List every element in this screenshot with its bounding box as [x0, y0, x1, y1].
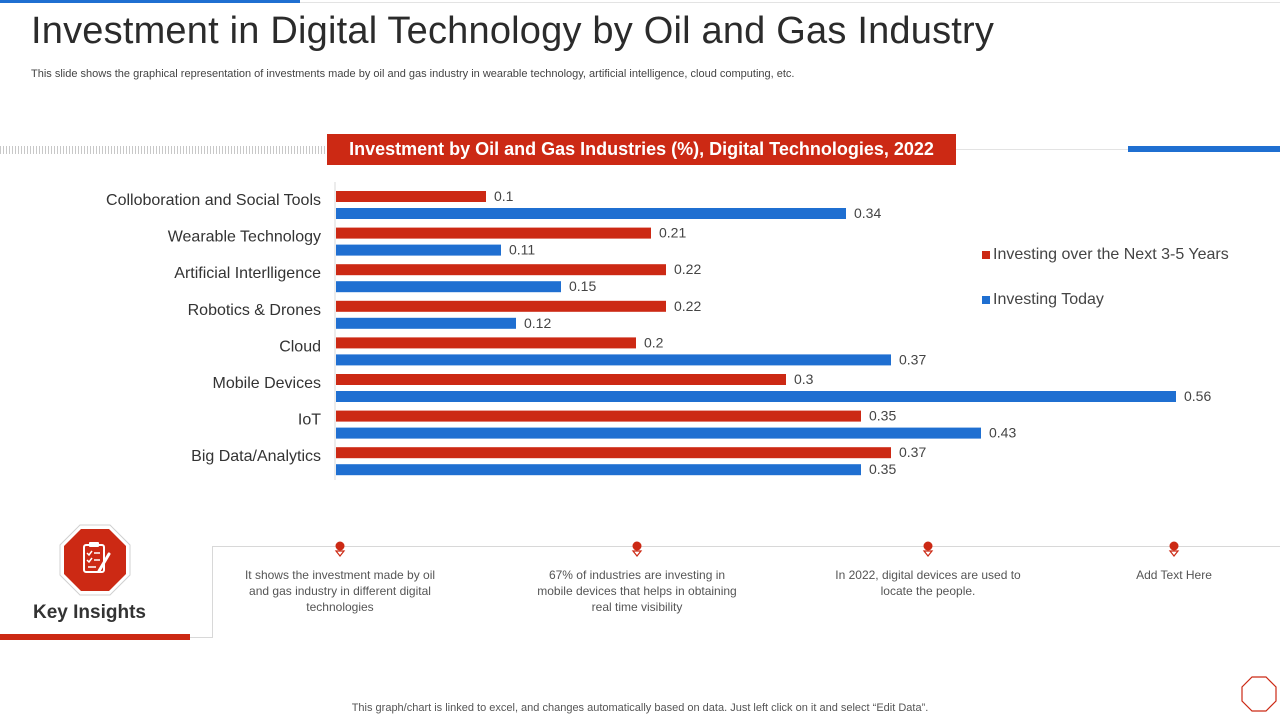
category-label: Colloboration and Social Tools	[106, 192, 321, 209]
bar-today[interactable]	[336, 208, 846, 219]
data-label: 0.22	[674, 298, 701, 314]
insights-frame-top	[212, 546, 1280, 547]
bar-next-years[interactable]	[336, 410, 861, 422]
category-label: IoT	[298, 412, 321, 429]
data-label: 0.3	[794, 371, 814, 387]
bar-next-years[interactable]	[336, 191, 486, 202]
category-label: Mobile Devices	[213, 375, 321, 392]
category-label: Artificial Interlligence	[174, 265, 321, 282]
insights-frame-left	[212, 546, 213, 638]
data-label: 0.37	[899, 444, 926, 460]
map-pin-icon	[334, 541, 346, 557]
insight-item: It shows the investment made by oil and …	[240, 541, 440, 615]
category-label: Cloud	[279, 338, 321, 355]
insight-item: Add Text Here	[1124, 541, 1224, 583]
map-pin-icon	[1168, 541, 1180, 557]
chart-legend: Investing over the Next 3-5 Years Invest…	[982, 245, 1229, 310]
data-label: 0.2	[644, 334, 664, 350]
insights-red-underline	[0, 634, 190, 640]
insight-text: It shows the investment made by oil and …	[244, 568, 436, 614]
key-insights-label: Key Insights	[33, 602, 146, 623]
clipboard-checklist-icon	[59, 524, 131, 596]
data-label: 0.35	[869, 408, 896, 424]
legend-label: Investing Today	[993, 291, 1104, 308]
category-label: Wearable Technology	[168, 229, 321, 246]
insight-text: In 2022, digital devices are used to loc…	[835, 568, 1021, 598]
header-hatch-decoration	[0, 146, 326, 154]
bar-next-years[interactable]	[336, 227, 651, 239]
legend-item-today: Investing Today	[982, 290, 1229, 310]
bar-next-years[interactable]	[336, 264, 666, 276]
data-label: 0.15	[569, 278, 596, 294]
data-label: 0.11	[509, 242, 535, 258]
data-label: 0.37	[899, 351, 926, 367]
bar-today[interactable]	[336, 317, 516, 329]
header-divider	[956, 149, 1128, 150]
octagon-outline-icon	[1241, 676, 1277, 712]
top-divider	[300, 2, 1280, 3]
insights-grey-connector	[190, 637, 212, 638]
data-label: 0.22	[674, 261, 701, 277]
top-accent-bar	[0, 0, 300, 3]
insight-item: In 2022, digital devices are used to loc…	[828, 541, 1028, 599]
legend-label: Investing over the Next 3-5 Years	[993, 246, 1229, 263]
category-label: Big Data/Analytics	[191, 448, 321, 465]
footer-note: This graph/chart is linked to excel, and…	[351, 702, 929, 714]
page-title: Investment in Digital Technology by Oil …	[31, 10, 995, 52]
insight-text: Add Text Here	[1136, 568, 1212, 582]
bar-today[interactable]	[336, 427, 981, 439]
data-label: 0.56	[1184, 388, 1211, 404]
bar-today[interactable]	[336, 354, 891, 366]
insight-text: 67% of industries are investing in mobil…	[537, 568, 737, 614]
legend-item-next-years: Investing over the Next 3-5 Years	[982, 245, 1229, 265]
data-label: 0.35	[869, 461, 896, 477]
bar-today[interactable]	[336, 244, 501, 256]
bar-chart[interactable]: Colloboration and Social Tools 0.1 0.34 Wea…	[0, 180, 1280, 490]
bar-next-years[interactable]	[336, 374, 786, 385]
bar-next-years[interactable]	[336, 337, 636, 349]
chart-title: Investment by Oil and Gas Industries (%)…	[327, 134, 956, 165]
insight-item: 67% of industries are investing in mobil…	[537, 541, 737, 615]
map-pin-icon	[631, 541, 643, 557]
bar-today[interactable]	[336, 391, 1176, 402]
data-label: 0.21	[659, 225, 686, 241]
bar-next-years[interactable]	[336, 300, 666, 312]
data-label: 0.12	[524, 315, 551, 331]
data-label: 0.34	[854, 205, 881, 221]
data-label: 0.1	[494, 188, 514, 204]
bar-next-years[interactable]	[336, 447, 891, 459]
legend-swatch-red	[982, 251, 990, 259]
bar-today[interactable]	[336, 281, 561, 293]
map-pin-icon	[922, 541, 934, 557]
bar-today[interactable]	[336, 464, 861, 476]
page-subtitle: This slide shows the graphical represent…	[31, 68, 795, 80]
category-label: Robotics & Drones	[188, 302, 321, 319]
data-label: 0.43	[989, 425, 1016, 441]
legend-swatch-blue	[982, 296, 990, 304]
header-blue-accent	[1128, 146, 1280, 152]
